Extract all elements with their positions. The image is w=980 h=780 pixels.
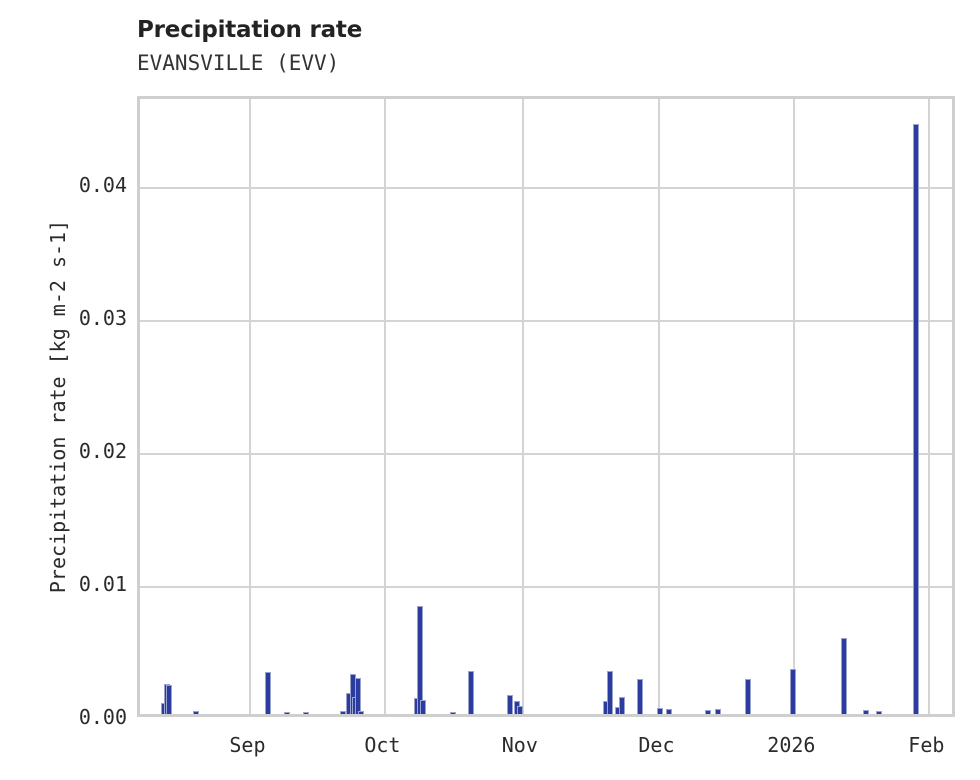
plot-canvas	[140, 99, 952, 714]
bar	[303, 712, 310, 714]
bar	[840, 638, 847, 714]
y-axis-tick-label: 0.01	[78, 572, 127, 597]
bar	[665, 708, 672, 714]
bar	[606, 671, 613, 714]
bar	[789, 668, 796, 714]
bar	[467, 671, 474, 714]
y-axis-tick-label: 0.03	[78, 306, 127, 331]
gridline-horizontal	[140, 320, 952, 323]
bar	[516, 706, 523, 714]
bar	[166, 685, 172, 714]
gridline-vertical	[521, 99, 524, 714]
gridline-vertical	[793, 99, 796, 714]
gridline-vertical	[928, 99, 931, 714]
x-axis-tick-label: Dec	[638, 733, 675, 757]
page-title: Precipitation rate	[137, 17, 363, 43]
x-axis-tick-label: Feb	[908, 733, 945, 757]
y-axis-tick-labels: 0.00 0.01 0.02 0.03 0.04	[12, 0, 127, 780]
bar	[354, 678, 361, 714]
gridline-vertical	[658, 99, 661, 714]
y-axis-tick-label: 0.02	[78, 439, 127, 464]
bar	[875, 711, 882, 714]
bar	[192, 711, 199, 714]
bar	[656, 707, 663, 714]
gridline-vertical	[249, 99, 252, 714]
gridline-horizontal	[140, 586, 952, 589]
y-axis-tick-label: 0.00	[78, 705, 127, 729]
bar	[619, 697, 626, 714]
bar	[357, 711, 364, 714]
bar	[265, 672, 272, 714]
x-axis-tick-label: Nov	[501, 733, 538, 757]
gridline-horizontal	[140, 187, 952, 190]
gridline-horizontal	[140, 453, 952, 456]
bar	[284, 712, 291, 714]
bar	[744, 679, 751, 714]
x-axis-tick-label: Sep	[229, 733, 266, 757]
bar	[637, 679, 644, 714]
gridline-vertical	[384, 99, 387, 714]
bar	[506, 694, 513, 714]
bar	[450, 712, 457, 714]
x-axis-tick-label: 2026	[767, 733, 816, 757]
y-axis-tick-label: 0.04	[78, 173, 127, 198]
bar	[704, 710, 711, 714]
bar	[420, 700, 426, 714]
bar	[862, 710, 869, 714]
x-axis-tick-label: Oct	[364, 733, 401, 757]
bar	[416, 606, 423, 714]
bar	[714, 708, 721, 714]
bar	[913, 123, 919, 714]
bar	[339, 711, 346, 714]
plot-area	[137, 96, 955, 717]
page-subtitle: EVANSVILLE (EVV)	[137, 51, 340, 75]
